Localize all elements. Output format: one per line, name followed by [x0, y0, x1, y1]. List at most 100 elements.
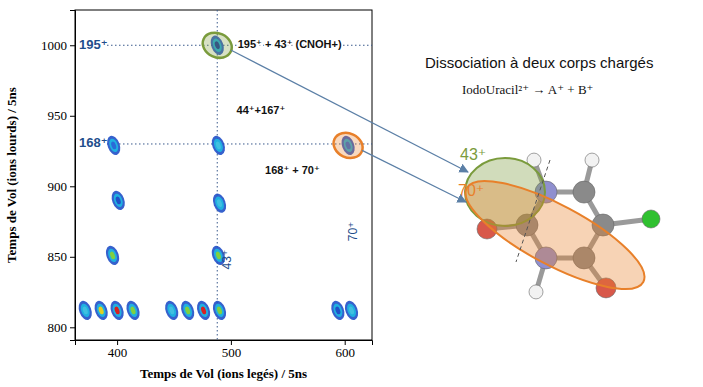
annotation: 44⁺+167⁺ — [237, 104, 286, 116]
island-outer — [124, 299, 142, 322]
y-tick-label: 900 — [48, 179, 68, 194]
island — [109, 189, 127, 212]
island — [209, 134, 227, 157]
y-tick-mark — [70, 186, 75, 187]
island-mid — [106, 247, 118, 263]
diagram-title: Dissociation à deux corps chargés — [425, 54, 653, 71]
x-axis: 400 500 600 — [76, 340, 373, 360]
y-tick: 1000 — [41, 38, 75, 53]
y-tick-label: 950 — [48, 108, 68, 123]
x-tick: 500 — [222, 340, 242, 360]
y-tick-mark — [70, 45, 75, 46]
island-mid — [197, 302, 209, 318]
island-outer — [210, 192, 228, 215]
island-mid — [112, 192, 124, 208]
island-outer — [329, 299, 347, 322]
y-axis-line — [70, 11, 76, 341]
island — [329, 299, 347, 322]
island-mid — [182, 302, 194, 318]
vertical-label: 70⁺ — [346, 222, 360, 242]
island-mid — [212, 137, 224, 153]
island-core — [130, 306, 137, 315]
island-core — [109, 251, 116, 260]
y-tick: 800 — [48, 320, 76, 335]
diagram-equation: IodoUracil²⁺ → A⁺ + B⁺ — [462, 82, 593, 97]
highlight-ring — [329, 128, 366, 162]
island — [103, 244, 121, 267]
island-outer — [210, 299, 228, 322]
island-mid — [79, 302, 91, 318]
island-mid — [127, 302, 139, 318]
guide-line — [217, 10, 218, 340]
x-tick-label: 600 — [335, 345, 355, 360]
island-core — [216, 306, 223, 315]
y-tick-mark — [70, 116, 75, 117]
plot-marks — [76, 34, 360, 322]
island — [105, 134, 123, 157]
island-mid — [332, 302, 344, 318]
x-axis-title: Temps de Vol (ions legés) / 5ns — [140, 366, 307, 381]
island-mid — [213, 302, 225, 318]
island-core — [168, 306, 175, 315]
y-axis: 800 850 900 950 1000 — [41, 11, 76, 341]
island-outer — [103, 244, 121, 267]
island-core — [82, 306, 89, 315]
island-outer — [108, 299, 126, 322]
island-mid — [108, 137, 120, 153]
island-core — [110, 141, 117, 150]
island-mid — [213, 195, 225, 211]
y-tick: 850 — [48, 249, 76, 264]
y-tick: 900 — [48, 179, 76, 194]
cut-line — [516, 160, 550, 262]
y-tick-label: 850 — [48, 249, 68, 264]
chart-root: 195⁺168⁺ 400 500 600 800 850 900 950 1000 Temps d… — [0, 0, 703, 387]
island — [210, 299, 228, 322]
arrow — [231, 50, 468, 172]
island-core — [216, 199, 223, 208]
atom — [529, 285, 543, 299]
x-tick: 600 — [335, 340, 355, 360]
fragment-ellipse — [453, 162, 658, 309]
y-axis-title: Temps de Vol (ions lourds) / 5ns — [4, 87, 19, 263]
island — [76, 299, 94, 322]
island — [342, 299, 360, 322]
atom — [573, 181, 595, 203]
arrow — [362, 150, 466, 202]
island-mid — [345, 302, 357, 318]
island-mid — [111, 302, 123, 318]
y-tick-label: 800 — [48, 320, 68, 335]
island-mid — [166, 302, 178, 318]
island-outer — [109, 189, 127, 212]
island-outer — [92, 299, 110, 322]
annotation: 195⁺ + 43⁺ (CNOH+) — [238, 38, 342, 50]
island-core — [200, 306, 207, 315]
island-core — [215, 141, 222, 150]
y-tick-mark — [70, 327, 75, 328]
island-core — [334, 306, 341, 315]
island-outer — [105, 134, 123, 157]
island — [195, 299, 213, 322]
vertical-label: 43⁺ — [220, 250, 234, 270]
atom — [585, 153, 599, 167]
guide-label: 195⁺ — [79, 37, 108, 52]
fragment-label: 43⁺ — [460, 146, 486, 163]
y-tick-label: 1000 — [41, 38, 67, 53]
island-core — [184, 306, 191, 315]
y-tick-mark — [70, 257, 75, 258]
island-outer — [179, 299, 197, 322]
x-tick-label: 400 — [108, 345, 128, 360]
plot-frame — [75, 10, 372, 340]
island — [124, 299, 142, 322]
island-outer — [163, 299, 181, 322]
atom — [642, 210, 660, 228]
guide-line — [107, 143, 372, 144]
island-outer — [342, 299, 360, 322]
island — [92, 299, 110, 322]
guides: 195⁺168⁺ — [79, 10, 372, 340]
x-tick: 400 — [108, 340, 128, 360]
highlight-ring — [199, 28, 236, 62]
island-outer — [195, 299, 213, 322]
island — [179, 299, 197, 322]
island-outer — [209, 134, 227, 157]
island — [108, 299, 126, 322]
